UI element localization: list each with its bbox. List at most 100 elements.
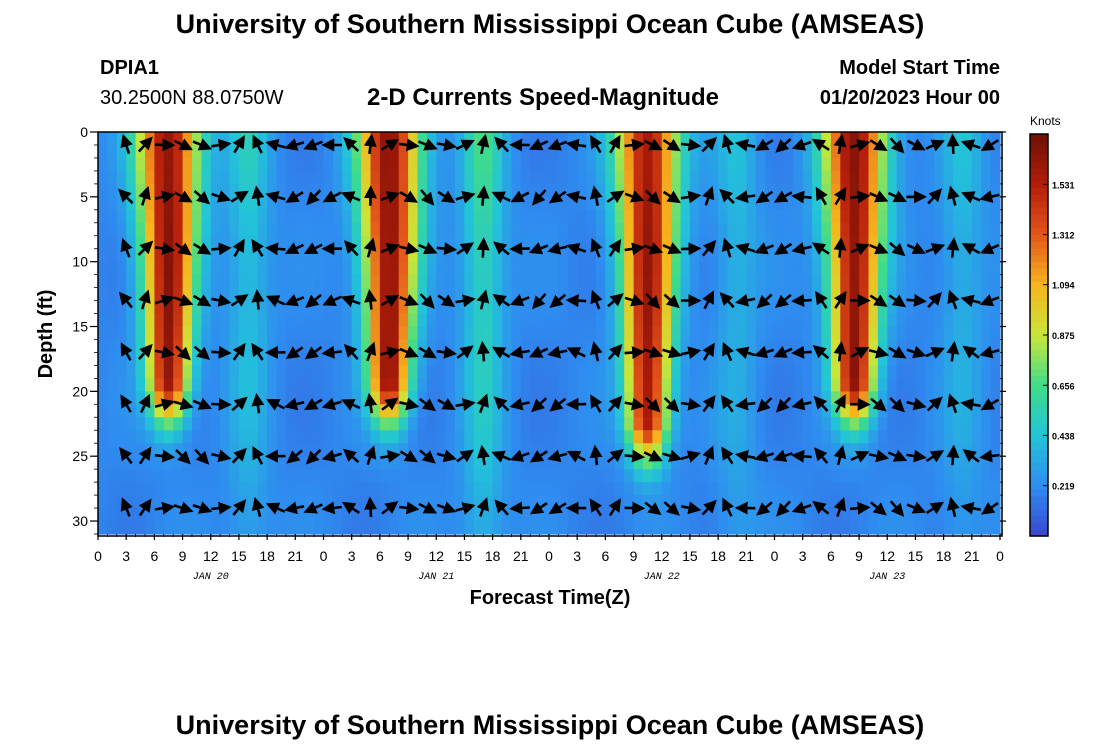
- heat-cell: [238, 196, 249, 211]
- heat-cell: [549, 495, 559, 509]
- heat-cell: [783, 183, 794, 198]
- heat-cell: [285, 378, 296, 392]
- heat-cell: [351, 417, 362, 431]
- heat-cell: [455, 196, 465, 211]
- heat-cell: [370, 145, 381, 159]
- heat-cell: [314, 521, 325, 535]
- heat-cell: [849, 391, 860, 405]
- heat-cell: [539, 196, 550, 211]
- heat-cell: [304, 430, 315, 444]
- heat-cell: [586, 222, 597, 237]
- heat-cell: [267, 339, 278, 354]
- heat-cell: [652, 209, 663, 224]
- heat-cell: [351, 274, 362, 289]
- heat-cell: [652, 443, 663, 457]
- heat-cell: [793, 274, 804, 289]
- heat-cell: [708, 209, 719, 224]
- current-arrow: [906, 501, 927, 514]
- heat-cell: [408, 404, 419, 418]
- current-arrow: [608, 134, 621, 154]
- heat-cell: [276, 456, 287, 470]
- heat-cell: [661, 145, 672, 159]
- heat-cell: [643, 352, 653, 367]
- heat-cell: [746, 235, 757, 250]
- heat-cell: [238, 521, 249, 535]
- heat-cell: [699, 132, 710, 146]
- colorbar-cell: [1030, 462, 1048, 470]
- heat-cell: [971, 261, 982, 276]
- heat-cell: [746, 495, 757, 509]
- heat-cell: [520, 495, 531, 509]
- heat-cell: [633, 274, 644, 289]
- heat-cell: [793, 300, 804, 315]
- heat-cell: [680, 132, 691, 146]
- heat-cell: [173, 456, 184, 470]
- heat-cell: [502, 456, 512, 470]
- heat-cell: [840, 417, 851, 431]
- heat-cell: [652, 274, 663, 289]
- heat-cell: [351, 326, 362, 341]
- heat-cell: [652, 183, 663, 198]
- heat-cell: [736, 508, 747, 522]
- heat-cell: [173, 326, 184, 341]
- heat-cell: [154, 183, 165, 198]
- heat-cell: [558, 287, 569, 302]
- heat-cell: [417, 326, 428, 341]
- heat-cell: [699, 261, 710, 276]
- heat-cell: [276, 430, 287, 444]
- heat-cell: [708, 482, 719, 496]
- heat-cell: [398, 391, 409, 405]
- heat-cell: [934, 145, 945, 159]
- heat-cell: [257, 222, 268, 237]
- heat-cell: [116, 430, 127, 444]
- heat-cell: [511, 404, 522, 418]
- heat-cell: [567, 274, 578, 289]
- heat-cell: [971, 443, 982, 457]
- heat-cell: [370, 456, 381, 470]
- heat-cell: [971, 391, 982, 405]
- heat-cell: [868, 300, 879, 315]
- heat-cell: [483, 157, 494, 172]
- heat-cell: [586, 145, 597, 159]
- heat-cell: [718, 430, 729, 444]
- heat-cell: [586, 313, 597, 328]
- heat-cell: [417, 456, 428, 470]
- heat-cell: [943, 209, 954, 224]
- heat-cell: [182, 300, 193, 315]
- heat-cell: [718, 482, 729, 496]
- heat-cell: [436, 339, 447, 354]
- colorbar-cell: [1030, 154, 1048, 162]
- heat-cell: [643, 222, 653, 237]
- heat-cell: [915, 508, 926, 522]
- current-arrow: [174, 242, 192, 256]
- heat-cell: [135, 196, 146, 211]
- heat-cell: [276, 183, 287, 198]
- heat-cell: [953, 170, 963, 185]
- heat-cell: [877, 313, 888, 328]
- heat-cell: [182, 391, 193, 405]
- heat-cell: [765, 404, 776, 418]
- heat-cell: [943, 248, 954, 263]
- heat-cell: [408, 339, 419, 354]
- heat-cell: [445, 469, 456, 483]
- heat-cell: [201, 222, 212, 237]
- heat-cell: [511, 261, 522, 276]
- heat-cell: [830, 352, 841, 367]
- current-arrow: [680, 397, 702, 411]
- heat-cell: [464, 248, 475, 263]
- heat-cell: [323, 456, 334, 470]
- heat-cell: [192, 469, 202, 483]
- heat-cell: [812, 404, 823, 418]
- heat-cell: [699, 313, 710, 328]
- heat-cell: [539, 326, 550, 341]
- heat-cell: [981, 404, 992, 418]
- heat-cell: [962, 235, 973, 250]
- heat-cell: [436, 495, 447, 509]
- heat-cell: [126, 313, 137, 328]
- current-arrow: [510, 190, 530, 203]
- heat-cell: [699, 456, 710, 470]
- heat-cell: [314, 300, 325, 315]
- heat-cell: [229, 196, 240, 211]
- heat-cell: [201, 391, 212, 405]
- heat-cell: [455, 365, 465, 379]
